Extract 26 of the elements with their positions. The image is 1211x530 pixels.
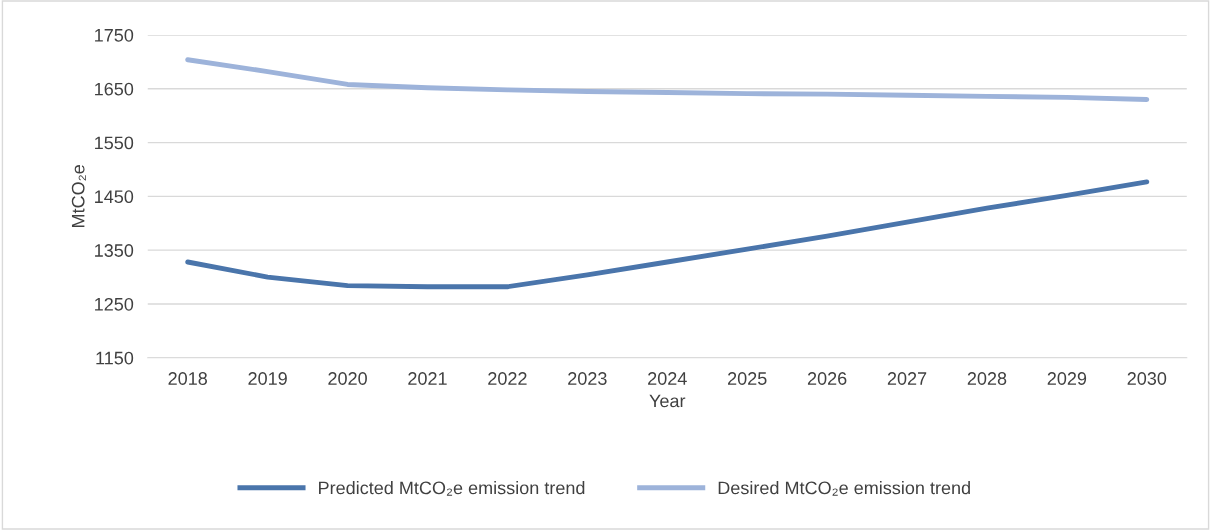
x-tick-label: 2018 (168, 372, 208, 385)
x-axis-title: Year (649, 394, 686, 408)
x-tick-label: 2023 (568, 372, 607, 385)
x-tick-label: 2027 (887, 372, 927, 385)
y-tick-label: 1150 (96, 351, 134, 365)
x-tick-label: 2022 (488, 372, 527, 385)
x-tick-label: 2025 (728, 372, 767, 385)
x-tick-label: 2029 (1047, 372, 1087, 385)
y-tick-label: 1250 (95, 297, 134, 311)
x-tick-label: 2020 (328, 372, 367, 385)
y-tick-label: 1550 (95, 136, 134, 150)
x-tick-label: 2028 (967, 372, 1007, 385)
y-axis-title: MtCO₂e (71, 165, 86, 227)
x-tick-label: 2024 (648, 372, 687, 385)
y-tick-label: 1750 (95, 28, 134, 42)
y-tick-label: 1650 (95, 82, 134, 96)
legend-label: Desired MtCO₂e emission trend (718, 481, 970, 496)
y-tick-label: 1450 (95, 190, 134, 204)
line-series (185, 179, 1150, 290)
x-tick-label: 2021 (408, 372, 447, 385)
legend-label: Predicted MtCO₂e emission trend (319, 481, 585, 496)
line-series (185, 57, 1150, 102)
x-tick-label: 2030 (1127, 372, 1167, 385)
x-tick-label: 2019 (248, 372, 287, 385)
y-tick-label: 1350 (95, 244, 134, 257)
x-tick-label: 2026 (807, 372, 847, 385)
